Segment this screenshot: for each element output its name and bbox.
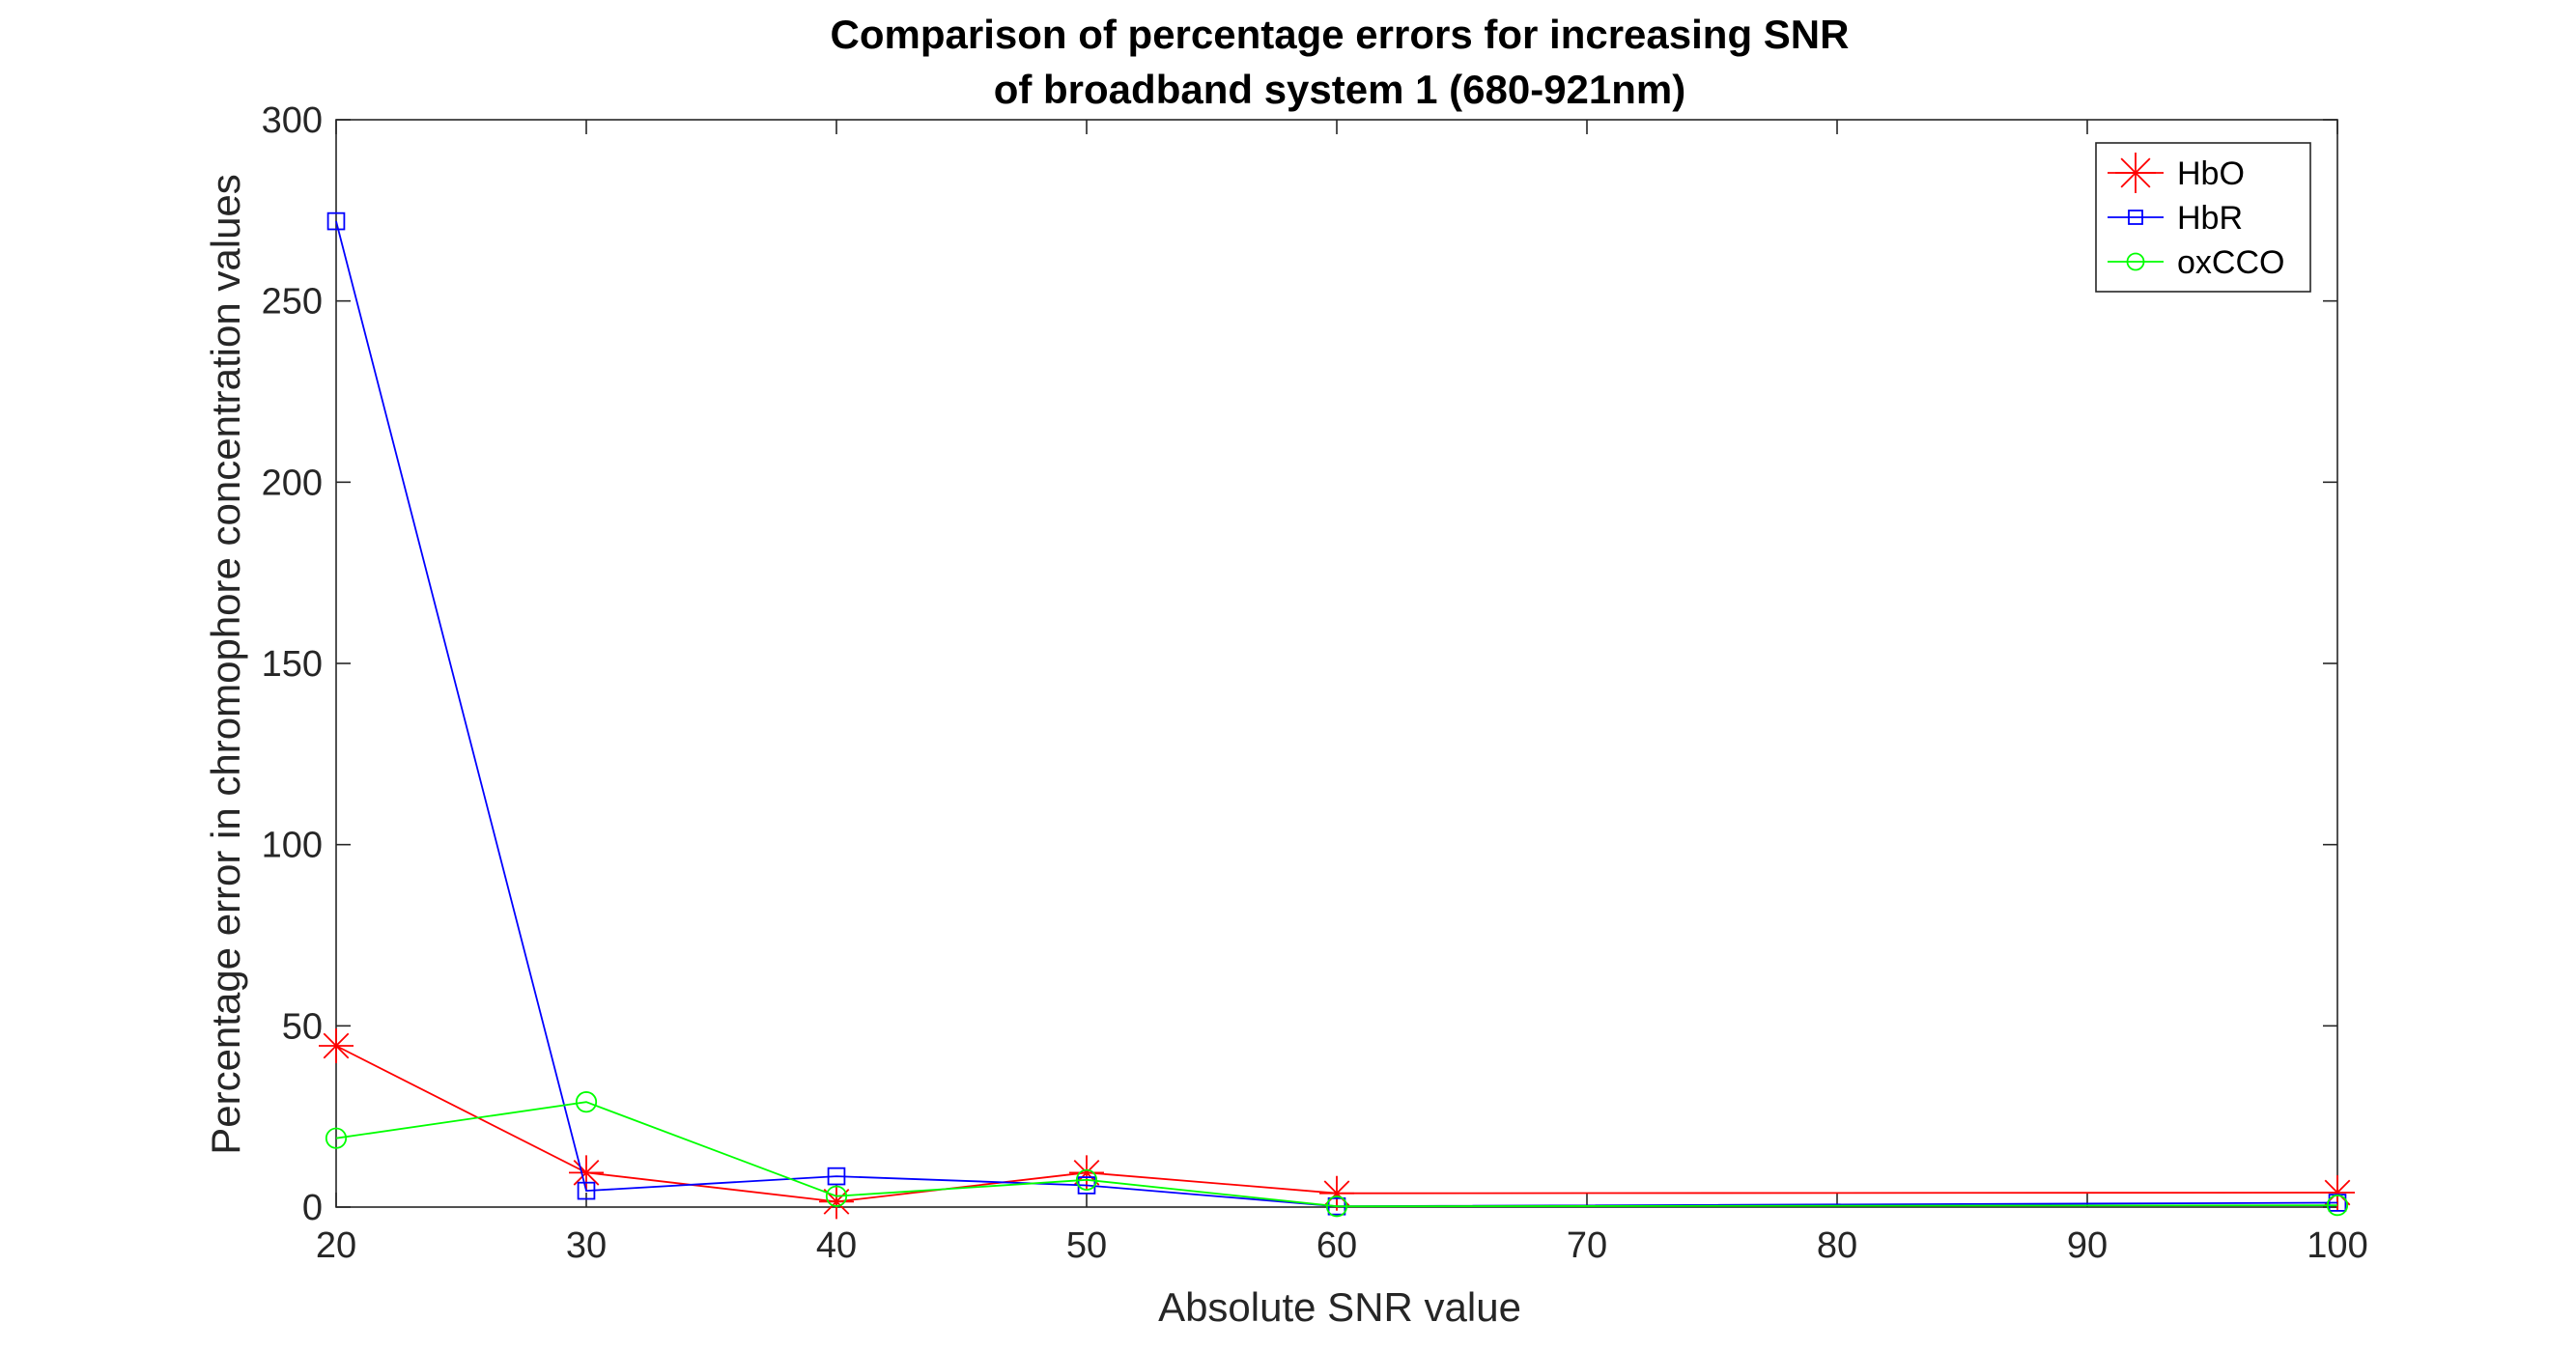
y-axis-label: Percentage error in chromophore concentr… xyxy=(203,174,248,1155)
chart-title: Comparison of percentage errors for incr… xyxy=(831,12,1850,112)
data-point xyxy=(1075,1168,1098,1191)
y-tick-label: 300 xyxy=(262,100,323,141)
series-oxcco xyxy=(325,1091,2349,1218)
data-point xyxy=(827,1167,846,1186)
data-point xyxy=(2115,153,2156,193)
data-point xyxy=(1325,1195,1348,1218)
axis-ticks: 20 30 40 50 60 70 80 90 100 0 50 100 150 200 250 300 xyxy=(262,100,2368,1266)
chart-title-line-1: Comparison of percentage errors for incr… xyxy=(831,12,1850,57)
y-tick-label: 0 xyxy=(302,1188,323,1228)
data-point xyxy=(577,1181,596,1200)
legend-label: HbR xyxy=(2177,200,2243,237)
x-tick-label: 30 xyxy=(566,1225,607,1266)
legend-item-oxcco: oxCCO xyxy=(2108,244,2284,281)
data-point xyxy=(2126,252,2145,271)
legend: HbO HbR oxCCO xyxy=(2095,142,2311,293)
x-tick-label: 20 xyxy=(316,1225,356,1266)
data-point xyxy=(326,211,346,231)
x-tick-label: 60 xyxy=(1316,1225,1357,1266)
x-tick-label: 40 xyxy=(816,1225,857,1266)
legend-item-hbr: HbR xyxy=(2108,200,2243,237)
y-tick-label: 50 xyxy=(282,1006,323,1047)
legend-label: oxCCO xyxy=(2177,244,2284,281)
y-tick-label: 200 xyxy=(262,463,323,503)
data-point xyxy=(825,1185,848,1207)
plot-area xyxy=(335,119,2338,1208)
legend-item-hbo: HbO xyxy=(2108,153,2245,193)
data-point xyxy=(325,1127,348,1149)
data-point xyxy=(2326,1195,2349,1217)
data-series xyxy=(319,211,2355,1220)
series-line xyxy=(335,220,2338,1208)
series-hbr xyxy=(326,211,2347,1216)
x-axis-label: Absolute SNR value xyxy=(1158,1284,1521,1330)
data-point xyxy=(569,1155,604,1191)
y-tick-label: 150 xyxy=(262,644,323,685)
x-tick-label: 100 xyxy=(2307,1225,2367,1266)
y-tick-label: 250 xyxy=(262,282,323,323)
x-tick-label: 50 xyxy=(1066,1225,1107,1266)
legend-label: HbO xyxy=(2177,155,2245,192)
x-tick-label: 70 xyxy=(1567,1225,1607,1266)
series-hbo xyxy=(319,1027,2355,1220)
data-point xyxy=(819,1184,854,1220)
x-tick-label: 80 xyxy=(1817,1225,1857,1266)
data-point xyxy=(319,1027,354,1063)
series-line xyxy=(335,1101,2338,1208)
axes-box xyxy=(335,119,2338,1208)
y-tick-label: 100 xyxy=(262,826,323,866)
data-point xyxy=(2128,210,2143,225)
chart-title-line-2: of broadband system 1 (680-921nm) xyxy=(994,67,1686,112)
data-point xyxy=(575,1091,598,1113)
x-tick-label: 90 xyxy=(2067,1225,2108,1266)
